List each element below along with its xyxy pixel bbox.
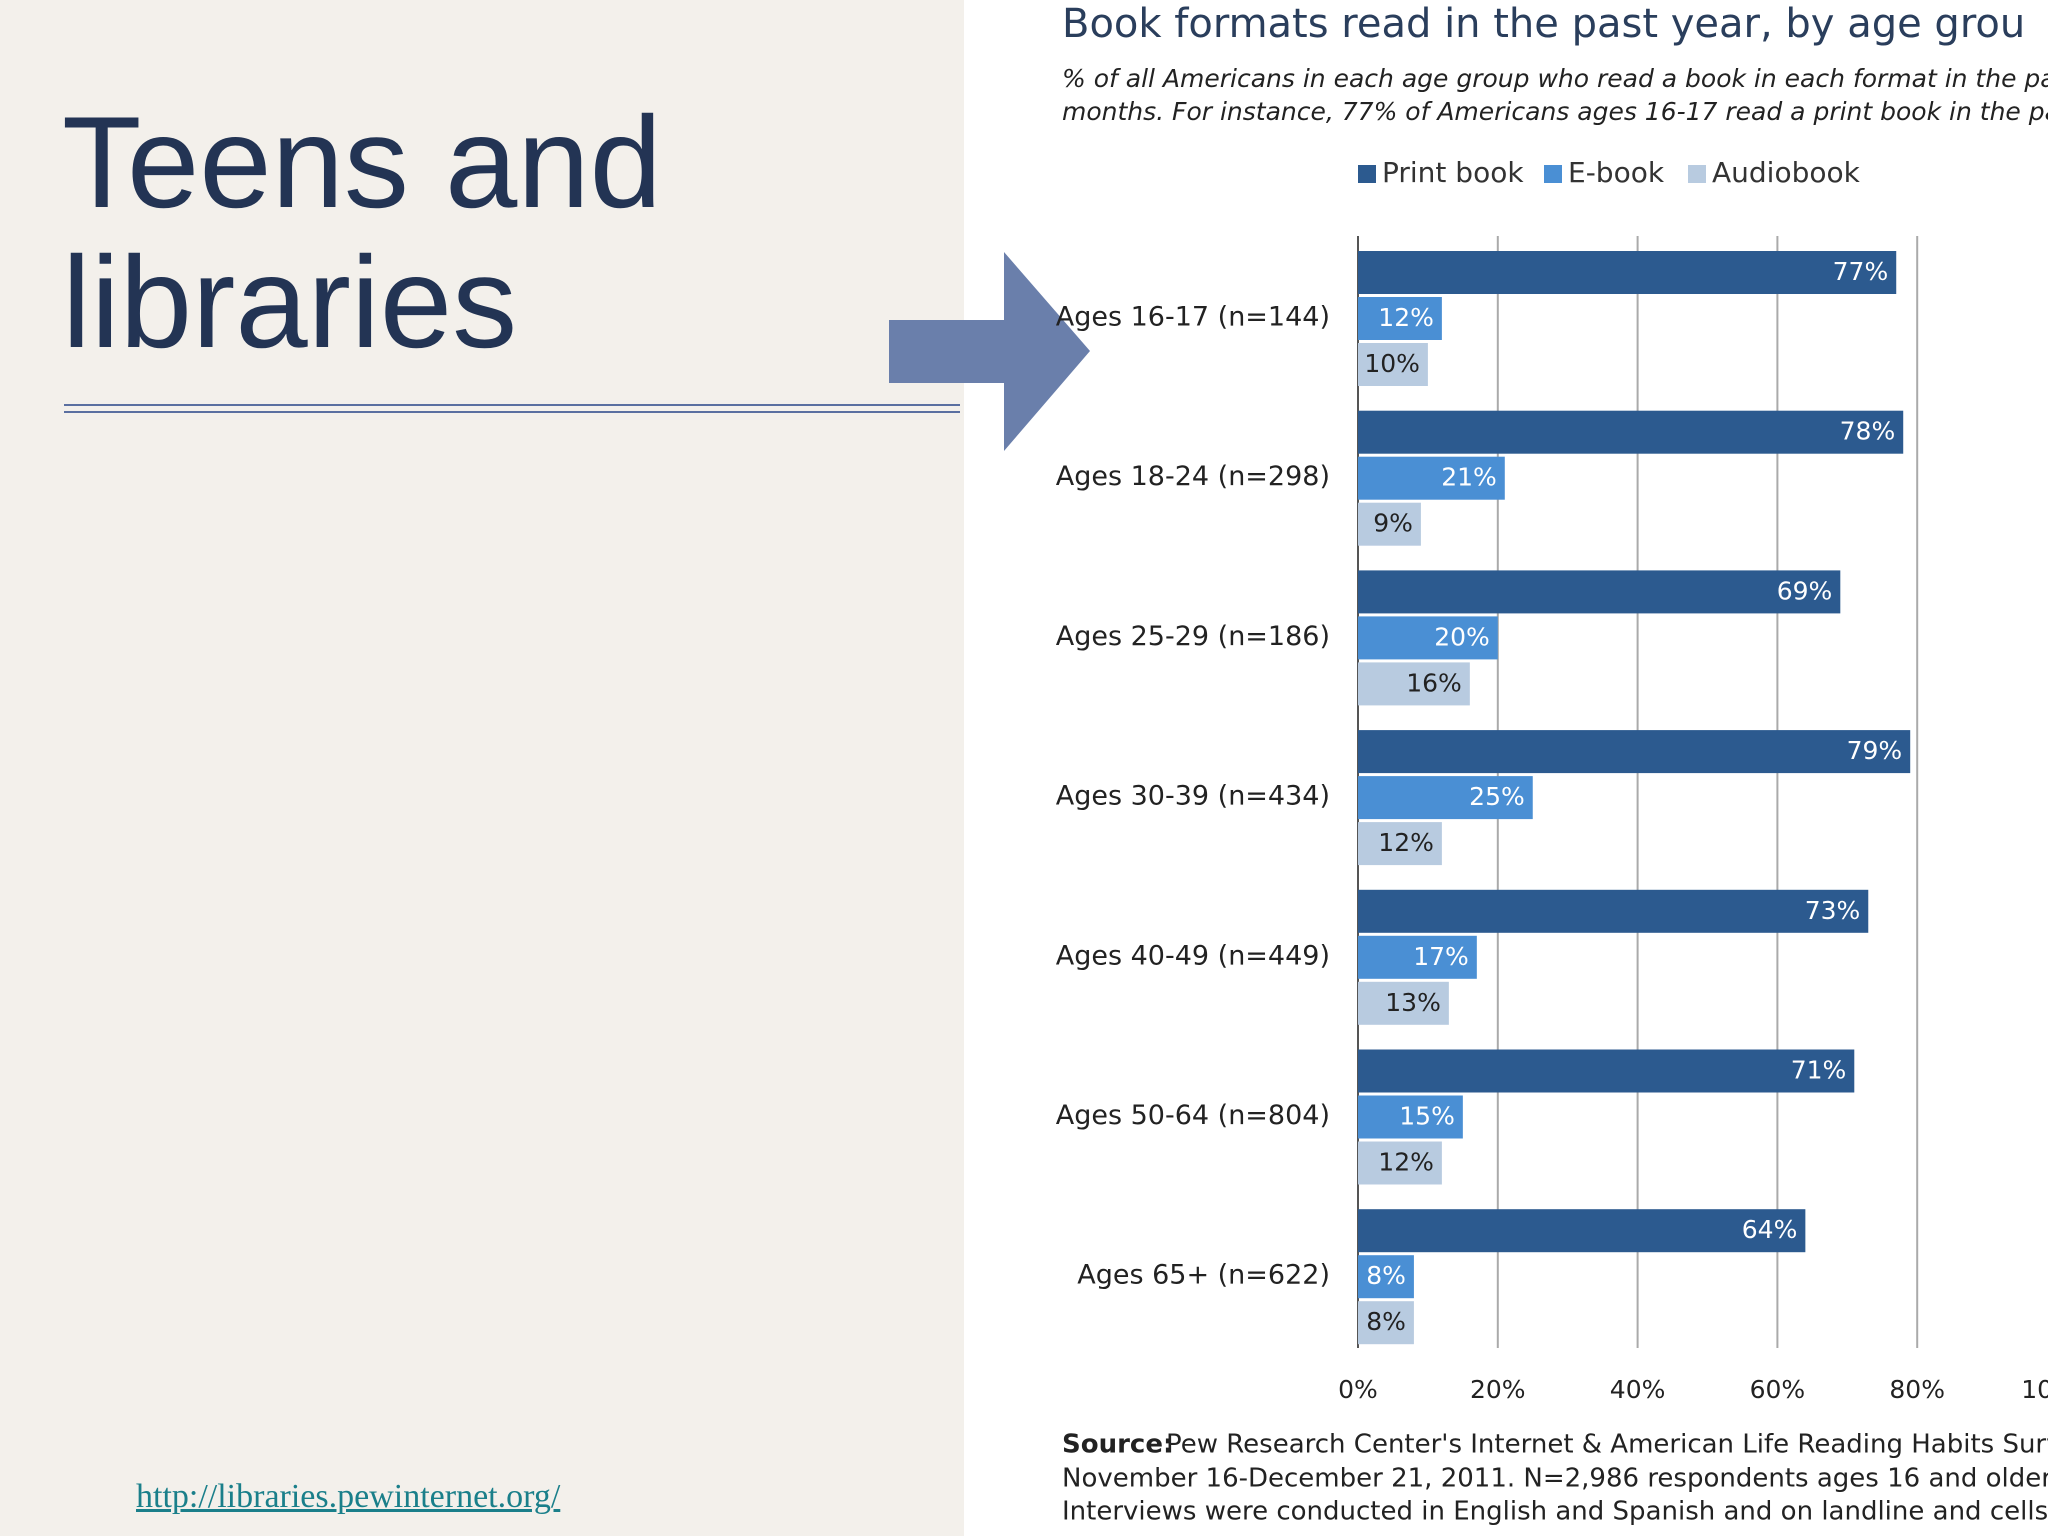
source-label: Source: [1062, 1430, 1173, 1460]
y-tick-label: Ages 30-39 (n=434) [1056, 781, 1330, 812]
bar [1358, 981, 1449, 1025]
data-label: 71% [1791, 1056, 1847, 1085]
x-tick-label: 100% [2021, 1375, 2048, 1404]
bar [1358, 570, 1841, 614]
y-tick-label: Ages 40-49 (n=449) [1056, 940, 1330, 971]
chart-title: Book formats read in the past year, by a… [1062, 1, 2025, 47]
bar [1358, 776, 1533, 820]
data-label: 15% [1399, 1102, 1455, 1131]
link[interactable]: http://libraries.pewinternet.org/ [136, 1478, 561, 1515]
bar [1358, 1049, 1855, 1093]
y-tick-label: Ages 50-64 (n=804) [1056, 1100, 1330, 1131]
source-text: Pew Research Center's Internet & America… [1166, 1430, 2048, 1460]
y-tick-label: Ages 25-29 (n=186) [1056, 621, 1330, 652]
data-label: 8% [1366, 1307, 1406, 1336]
bar [1358, 343, 1428, 386]
bar [1358, 1255, 1414, 1299]
bar [1358, 251, 1897, 294]
source-text: Interviews were conducted in English and… [1062, 1497, 2048, 1527]
y-tick-label: Ages 65+ (n=622) [1077, 1260, 1330, 1291]
data-label: 21% [1441, 463, 1497, 492]
bar [1358, 662, 1470, 706]
legend-label: Print book [1382, 156, 1524, 189]
data-label: 10% [1364, 349, 1420, 378]
bar [1358, 935, 1477, 979]
x-tick-label: 60% [1750, 1375, 1806, 1404]
arrow [889, 252, 1090, 451]
legend-label: Audiobook [1712, 156, 1861, 189]
data-label: 9% [1373, 509, 1413, 538]
bar [1358, 456, 1505, 500]
data-label: 78% [1840, 417, 1896, 446]
legend-swatch [1358, 165, 1376, 183]
source-text: November 16-December 21, 2011. N=2,986 r… [1062, 1464, 2048, 1494]
data-label: 12% [1378, 1148, 1434, 1177]
legend-label: E-book [1568, 156, 1665, 189]
data-label: 12% [1378, 303, 1434, 332]
y-tick-label: Ages 18-24 (n=298) [1056, 461, 1330, 492]
data-label: 13% [1385, 988, 1441, 1017]
data-label: 77% [1833, 257, 1889, 286]
x-tick-label: 20% [1470, 1375, 1526, 1404]
data-label: 12% [1378, 828, 1434, 857]
bar [1358, 1141, 1442, 1185]
slide-title: Teens and libraries [62, 92, 662, 372]
bar [1358, 1209, 1806, 1253]
bar [1358, 297, 1442, 340]
x-tick-label: 80% [1889, 1375, 1945, 1404]
data-label: 69% [1777, 576, 1833, 605]
bar [1358, 410, 1904, 454]
data-label: 64% [1742, 1215, 1798, 1244]
legend-swatch [1688, 165, 1706, 183]
bar [1358, 730, 1911, 774]
bar [1358, 1301, 1414, 1345]
bar [1358, 1095, 1463, 1139]
data-label: 20% [1434, 622, 1490, 651]
x-tick-label: 0% [1338, 1375, 1378, 1404]
chart-subtitle: months. For instance, 77% of Americans a… [1062, 97, 2048, 126]
x-tick-label: 40% [1610, 1375, 1666, 1404]
data-label: 73% [1805, 896, 1861, 925]
data-label: 8% [1366, 1261, 1406, 1290]
title-line: Teens and [62, 89, 662, 235]
title-line: libraries [62, 229, 518, 375]
bar [1358, 822, 1442, 866]
data-label: 16% [1406, 668, 1462, 697]
bar [1358, 616, 1498, 660]
bar [1358, 502, 1421, 546]
y-tick-label: Ages 16-17 (n=144) [1056, 302, 1330, 333]
legend-swatch [1544, 165, 1562, 183]
data-label: 17% [1413, 942, 1469, 971]
data-label: 25% [1469, 782, 1525, 811]
bar [1358, 889, 1869, 933]
chart-subtitle: % of all Americans in each age group who… [1062, 64, 2048, 93]
data-label: 79% [1847, 736, 1903, 765]
